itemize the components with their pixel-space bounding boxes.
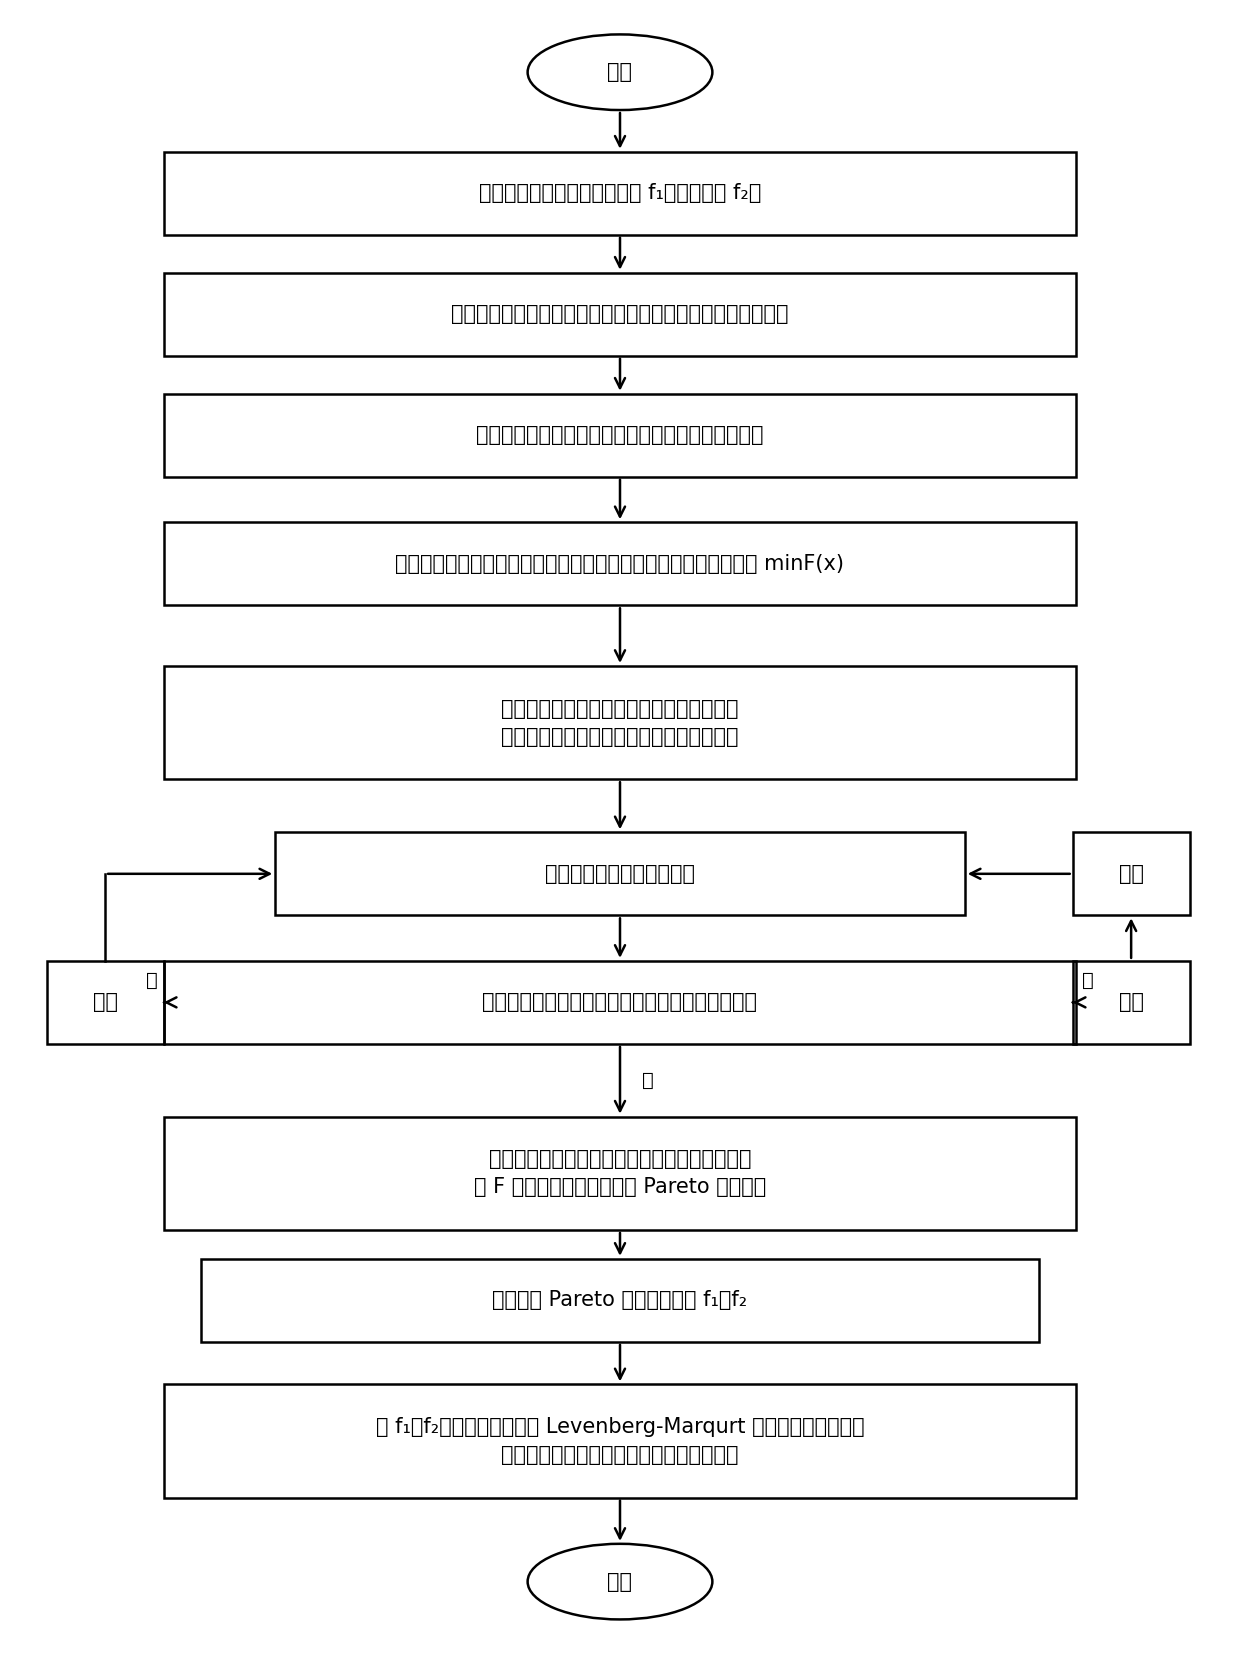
- Text: 建立双目标优化的数学模型，确定待优化的结构参数: 建立双目标优化的数学模型，确定待优化的结构参数: [476, 425, 764, 445]
- Text: 选择: 选择: [1118, 993, 1143, 1012]
- Text: 交叉: 交叉: [1118, 864, 1143, 884]
- Bar: [164, 1117, 1076, 1231]
- Text: 输入基于双目标遗传算法的电磁推力轴承结
构的已知参数及各初始参数，产生初始种群: 输入基于双目标遗传算法的电磁推力轴承结 构的已知参数及各初始参数，产生初始种群: [501, 699, 739, 747]
- Bar: [164, 1384, 1076, 1498]
- Text: 是: 是: [642, 1070, 653, 1090]
- Text: 结束: 结束: [608, 1572, 632, 1592]
- Bar: [47, 961, 164, 1043]
- Text: 计算每个 Pareto 最优解对应的 f₁、f₂: 计算每个 Pareto 最优解对应的 f₁、f₂: [492, 1291, 748, 1311]
- Text: 否: 否: [1081, 971, 1094, 990]
- Bar: [1073, 833, 1189, 915]
- Bar: [164, 152, 1076, 234]
- Bar: [201, 1259, 1039, 1343]
- Bar: [164, 522, 1076, 605]
- Bar: [164, 665, 1076, 779]
- Text: 利用线性加权法，将多目标优化转化为单目标优化，构造评价函数 minF(x): 利用线性加权法，将多目标优化转化为单目标优化，构造评价函数 minF(x): [396, 553, 844, 573]
- Text: 适应度是否达到期望值或迭代次数是否达到最大值: 适应度是否达到期望值或迭代次数是否达到最大值: [482, 993, 758, 1012]
- Bar: [275, 833, 965, 915]
- Text: 建立包括承载力、磁通密度、温升、以及磁路之间的约束函数: 建立包括承载力、磁通密度、温升、以及磁路之间的约束函数: [451, 304, 789, 324]
- Bar: [164, 393, 1076, 477]
- Text: 确定优化目标（线圈能量损耗 f₁，轴承质量 f₂）: 确定优化目标（线圈能量损耗 f₁，轴承质量 f₂）: [479, 184, 761, 204]
- Text: 开始: 开始: [608, 62, 632, 82]
- Bar: [1073, 961, 1189, 1043]
- Text: 计算函数的新的适应度函数: 计算函数的新的适应度函数: [546, 864, 694, 884]
- Bar: [164, 961, 1076, 1043]
- Text: 根据设计目标的上限、下限，遗传算法优化得到
的 F 值在不同迭代次数下的 Pareto 最优解集: 根据设计目标的上限、下限，遗传算法优化得到 的 F 值在不同迭代次数下的 Par…: [474, 1149, 766, 1197]
- Bar: [164, 273, 1076, 356]
- Text: 对 f₁、f₂值进行评估，采用 Levenberg-Marqurt 算法进一步优化，选
择总拟合残余最小的一组值为拟合的最优解: 对 f₁、f₂值进行评估，采用 Levenberg-Marqurt 算法进一步优…: [376, 1416, 864, 1465]
- Text: 变异: 变异: [93, 993, 118, 1012]
- Text: 否: 否: [146, 971, 159, 990]
